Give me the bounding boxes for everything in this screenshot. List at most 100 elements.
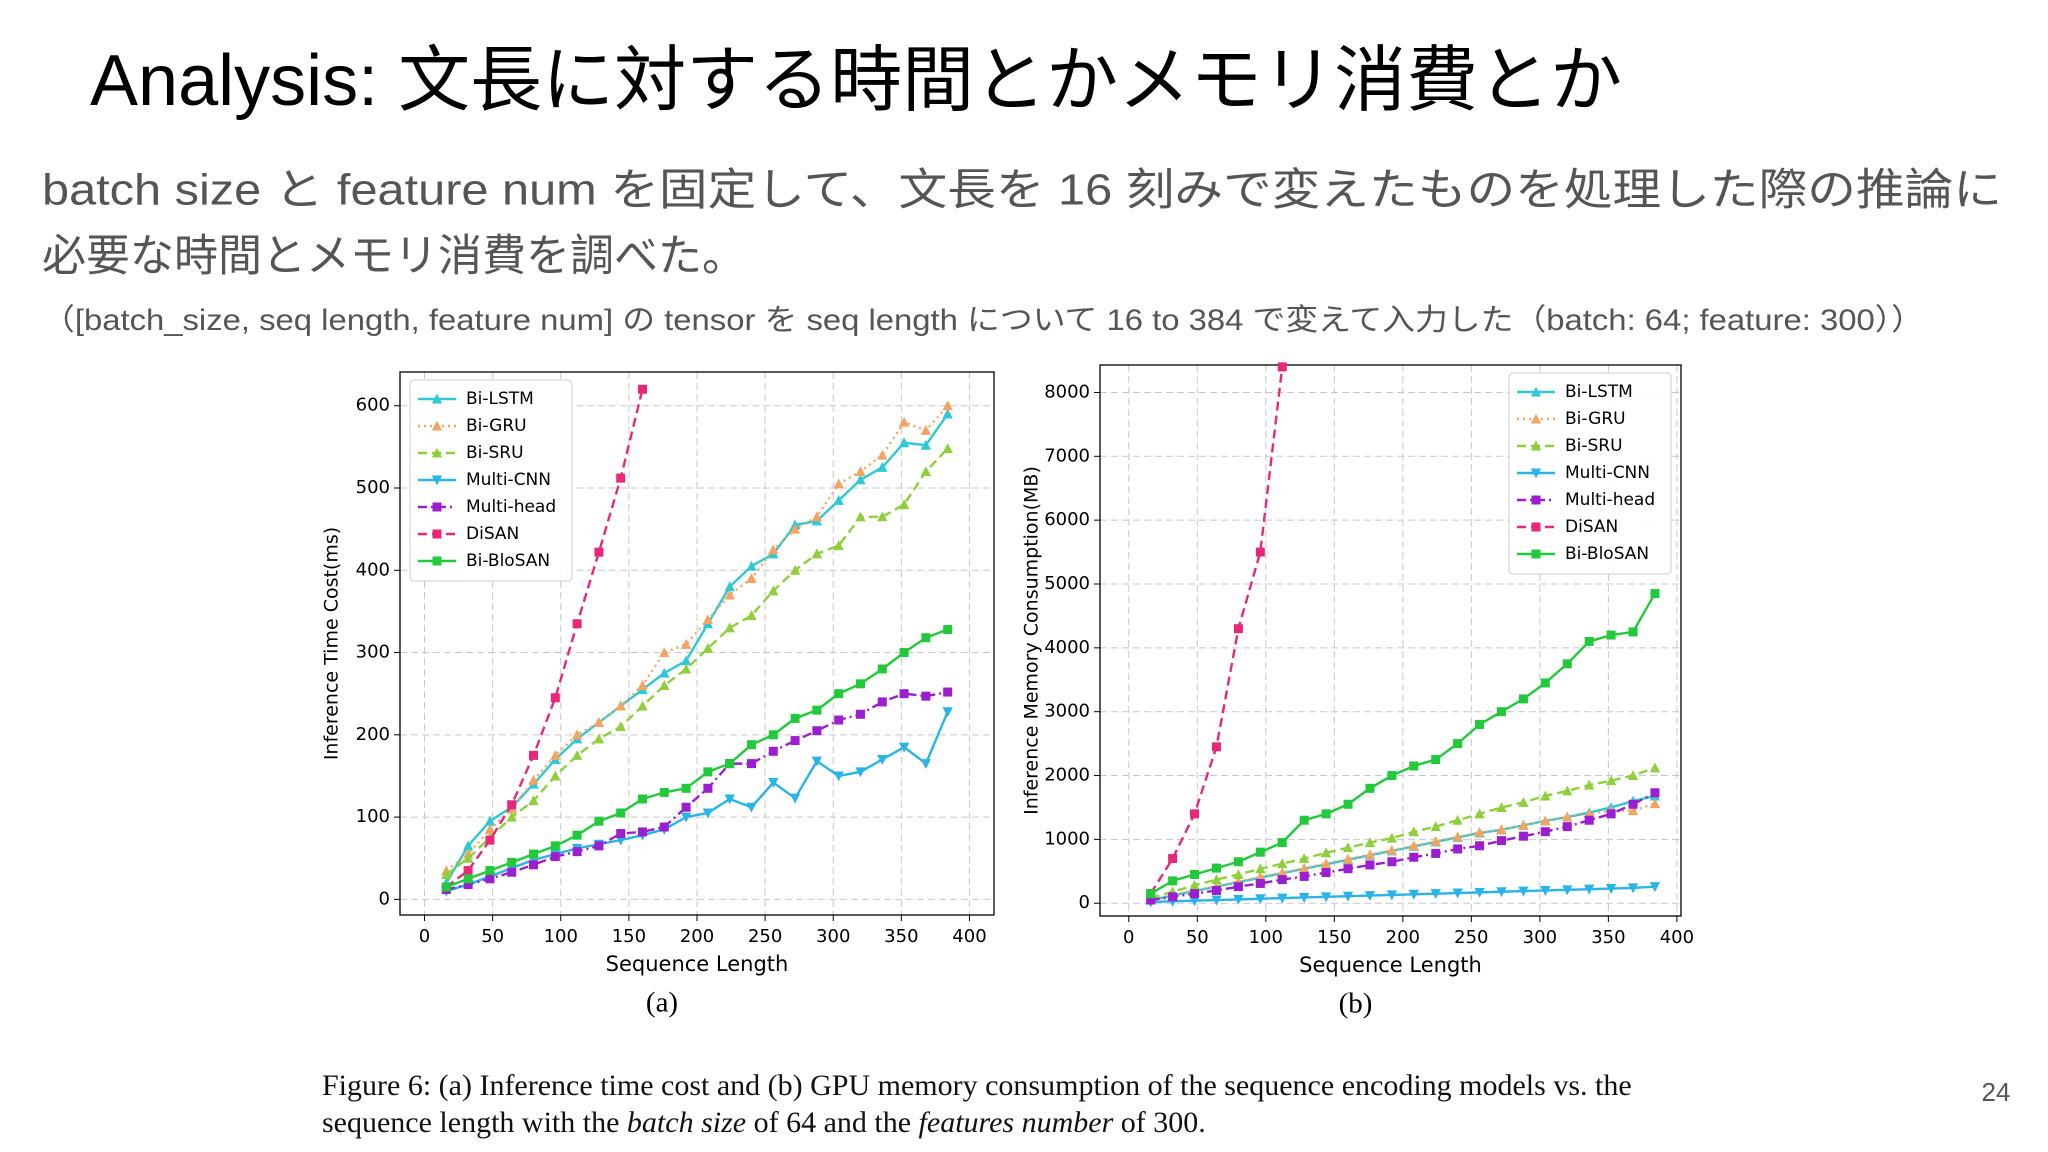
marker — [463, 880, 473, 890]
marker — [1650, 589, 1660, 599]
page-number: 24 — [1982, 1077, 2011, 1107]
marker — [1628, 627, 1638, 637]
marker — [1650, 788, 1660, 798]
marker — [1518, 831, 1528, 841]
marker — [550, 693, 560, 703]
marker — [1584, 636, 1594, 646]
marker — [659, 647, 670, 658]
series-line — [1150, 885, 1656, 904]
y-tick-label: 8000 — [1044, 381, 1090, 402]
marker — [431, 420, 443, 431]
marker — [855, 709, 865, 719]
marker — [1584, 815, 1594, 825]
marker — [616, 473, 626, 483]
marker — [1277, 858, 1288, 869]
marker — [638, 794, 648, 804]
marker — [702, 614, 714, 625]
marker — [1605, 884, 1617, 894]
marker — [877, 697, 887, 707]
marker — [833, 494, 844, 505]
marker — [746, 802, 757, 813]
legend-box — [409, 379, 573, 582]
marker — [681, 783, 691, 793]
marker — [680, 812, 692, 823]
marker — [1496, 887, 1507, 898]
marker — [1452, 831, 1463, 842]
marker — [1530, 440, 1542, 451]
marker — [1496, 824, 1507, 835]
marker — [1277, 893, 1288, 904]
marker — [899, 648, 909, 658]
marker — [1530, 386, 1542, 397]
y-tick-label: 6000 — [1044, 509, 1090, 530]
marker — [1211, 874, 1222, 885]
marker — [1189, 896, 1200, 907]
legend-label: Bi-GRU — [466, 416, 527, 436]
y-tick-label: 1000 — [1044, 828, 1090, 849]
marker — [1321, 868, 1331, 878]
marker — [1540, 885, 1551, 896]
marker — [943, 687, 953, 697]
marker — [1146, 895, 1156, 905]
marker — [1531, 549, 1541, 559]
marker — [593, 733, 605, 744]
marker — [484, 815, 496, 826]
marker — [441, 869, 452, 880]
marker — [1343, 864, 1353, 874]
marker — [506, 811, 517, 822]
series-line — [1150, 766, 1656, 900]
marker — [1627, 770, 1639, 781]
marker — [507, 857, 517, 867]
marker — [507, 800, 517, 810]
marker — [1584, 884, 1595, 895]
marker — [638, 384, 648, 394]
marker — [1277, 838, 1287, 848]
marker — [1233, 624, 1243, 634]
marker — [572, 619, 582, 629]
marker — [1364, 849, 1376, 860]
caption-segment: of 64 and the — [746, 1106, 918, 1139]
marker — [1386, 844, 1398, 855]
marker — [1518, 819, 1529, 830]
marker — [811, 756, 823, 767]
marker — [659, 822, 669, 832]
marker — [1342, 891, 1354, 902]
y-tick-label: 7000 — [1044, 445, 1090, 466]
marker — [725, 759, 735, 769]
marker — [463, 866, 473, 876]
marker — [790, 736, 800, 746]
x-tick-label: 300 — [816, 926, 850, 947]
marker — [1540, 827, 1550, 837]
marker — [1320, 847, 1332, 858]
marker — [432, 502, 442, 512]
legend-label: Multi-CNN — [466, 470, 551, 490]
subfigure-label: (b) — [1339, 988, 1373, 1020]
y-tick-label: 500 — [356, 477, 390, 498]
marker — [877, 511, 888, 522]
marker — [1255, 878, 1265, 888]
marker — [834, 715, 844, 725]
marker — [768, 585, 779, 596]
marker — [680, 638, 692, 649]
marker — [1562, 811, 1573, 822]
marker — [1431, 755, 1441, 765]
marker — [1540, 790, 1551, 801]
marker — [1606, 630, 1616, 640]
marker — [1342, 842, 1354, 853]
marker — [768, 746, 778, 756]
marker — [1562, 822, 1572, 832]
x-tick-label: 150 — [612, 926, 646, 947]
marker — [571, 749, 583, 760]
marker — [1387, 771, 1397, 781]
marker — [855, 679, 865, 689]
x-tick-label: 50 — [481, 926, 504, 947]
marker — [1649, 762, 1661, 773]
marker — [768, 778, 779, 788]
legend-label: DiSAN — [1565, 517, 1618, 537]
marker — [659, 787, 669, 797]
body-text: 必要な時間とメモリ消費を調べた。 — [42, 232, 746, 281]
marker — [1496, 802, 1507, 812]
figure-caption: sequence length with the batch size of 6… — [322, 1106, 1206, 1139]
marker — [746, 573, 757, 584]
marker — [1277, 362, 1287, 372]
